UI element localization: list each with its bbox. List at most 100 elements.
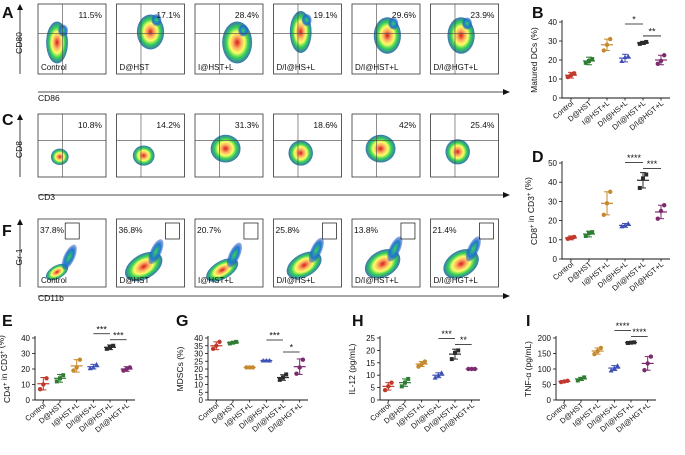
panel-letter: E: [2, 313, 13, 330]
significance-label: ***: [441, 329, 452, 339]
y-tick-label: 20: [366, 346, 375, 355]
y-axis-label: TNF-α (pg/mL): [523, 341, 533, 397]
plot-frame: [273, 218, 342, 288]
y-tick-label: 25: [194, 357, 203, 366]
y-tick-label: 20: [21, 365, 30, 374]
data-point: [449, 357, 454, 362]
cell-population: [210, 134, 241, 163]
sample-label: D/I@HS+L: [277, 276, 316, 285]
data-point: [625, 340, 630, 345]
gate-box: [479, 222, 494, 240]
data-point: [472, 366, 478, 372]
significance-label: ***: [113, 330, 124, 340]
significance-label: ***: [269, 331, 280, 341]
data-point: [250, 365, 256, 370]
cell-population: [388, 17, 399, 30]
gate-percentage: 36.8%: [119, 225, 144, 235]
flow-plot: 25.4%: [430, 113, 499, 178]
data-point: [622, 222, 628, 228]
data-point: [469, 366, 474, 372]
y-tick-label: 0: [26, 396, 31, 405]
plot-frame: [116, 113, 185, 178]
x-arrow-head: [503, 192, 510, 198]
gate-percentage: 10.8%: [78, 120, 103, 130]
x-arrow-head: [503, 89, 510, 95]
data-point: [658, 208, 664, 214]
sample-label: I@HST+L: [198, 276, 234, 285]
flow-x-axis-label: CD3: [38, 192, 55, 202]
y-arrow-head: [17, 219, 23, 225]
cell-population: [288, 140, 313, 166]
flow-y-axis-label: CD8: [14, 141, 24, 158]
sample-label: D/I@HS+L: [277, 63, 316, 72]
data-point: [263, 357, 269, 363]
data-point: [419, 361, 424, 367]
data-point: [611, 365, 617, 371]
data-point: [601, 48, 606, 53]
data-point: [284, 372, 289, 377]
cell-population: [465, 236, 481, 262]
flow-plot: 10.8%: [37, 113, 107, 178]
data-point: [658, 58, 664, 64]
gate-percentage: 28.4%: [235, 10, 260, 20]
data-point: [260, 357, 266, 363]
data-point: [300, 357, 306, 362]
flow-x-axis-label: CD86: [38, 93, 60, 103]
data-point: [231, 340, 235, 345]
sample-label: D/I@HST+L: [355, 63, 399, 72]
gate-percentage: 42%: [399, 120, 416, 130]
y-tick-label: 0: [553, 94, 558, 103]
data-point: [435, 372, 441, 378]
data-point: [629, 340, 633, 345]
sample-label: D@HST: [120, 276, 150, 285]
flow-x-axis-label: CD11b: [38, 293, 64, 303]
data-point: [662, 53, 667, 58]
gate-percentage: 14.2%: [156, 120, 181, 130]
data-point: [453, 350, 457, 355]
data-point: [234, 339, 239, 344]
cell-population: [50, 148, 69, 166]
gate-percentage: 29.6%: [392, 10, 417, 20]
significance-label: ****: [616, 321, 631, 331]
flow-plot: 42%: [351, 113, 421, 178]
gate-box: [243, 222, 259, 240]
data-point: [244, 365, 249, 370]
significance-label: **: [648, 26, 656, 36]
flow-plot: 37.8% Control: [37, 218, 107, 288]
gate-percentage: 20.7%: [197, 225, 222, 235]
data-point: [217, 339, 222, 345]
sample-label: D@HST: [120, 63, 150, 72]
gate-percentage: 25.8%: [276, 225, 301, 235]
cell-population: [462, 17, 473, 30]
flow-plot: 25.8% D/I@HS+L: [273, 218, 342, 288]
data-point: [247, 365, 252, 370]
gate-box: [165, 222, 180, 240]
gate-percentage: 11.5%: [79, 10, 103, 20]
y-tick-label: 5: [199, 388, 204, 397]
data-point: [104, 346, 109, 351]
y-tick-label: 0: [553, 255, 558, 264]
data-point: [582, 375, 587, 380]
cell-population: [148, 239, 164, 265]
sample-label: D/I@HGT+L: [434, 276, 479, 285]
data-point: [94, 361, 100, 367]
data-point: [210, 346, 216, 352]
y-arrow-head: [17, 4, 23, 10]
cell-population: [301, 14, 312, 26]
y-tick-label: 10: [548, 236, 557, 245]
data-point: [54, 379, 59, 384]
data-point: [399, 384, 404, 389]
y-tick-label: 15: [194, 373, 203, 382]
data-point: [645, 361, 650, 366]
data-point: [61, 373, 66, 378]
data-point: [416, 364, 421, 369]
y-tick-label: 150: [538, 350, 552, 359]
panel-letter: G: [176, 313, 188, 330]
data-point: [637, 185, 642, 190]
data-point: [389, 380, 394, 385]
data-point: [625, 53, 631, 59]
